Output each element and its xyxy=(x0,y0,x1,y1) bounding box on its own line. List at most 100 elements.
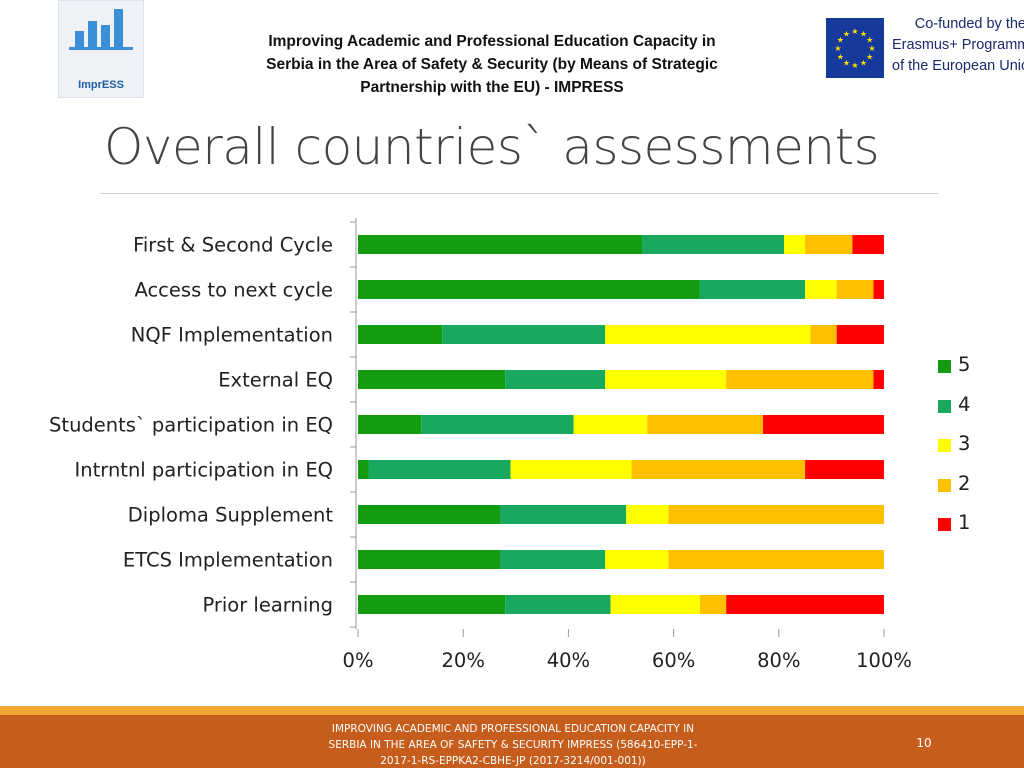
bar-segment xyxy=(805,280,837,299)
bar-segment xyxy=(668,550,884,569)
bar-segment xyxy=(510,460,632,479)
category-label: Intrntnl participation in EQ xyxy=(75,459,333,482)
eu-star-icon: ★ xyxy=(860,29,867,38)
legend-swatch xyxy=(938,360,951,373)
category-label: Prior learning xyxy=(202,594,333,617)
bar-segment xyxy=(784,235,806,254)
eu-star-icon: ★ xyxy=(843,59,850,68)
eu-star-icon: ★ xyxy=(866,53,873,62)
eu-star-icon: ★ xyxy=(834,44,841,53)
legend-swatch xyxy=(938,399,951,413)
eu-star-icon: ★ xyxy=(860,59,867,68)
bar-segment xyxy=(642,235,785,254)
bar-segment xyxy=(358,280,700,299)
eu-flag-icon: ★ ★ ★ ★ ★ ★ ★ ★ ★ ★ ★ ★ xyxy=(826,18,884,78)
bar-segment xyxy=(836,280,874,299)
bar-segment xyxy=(573,415,648,434)
bar-segment xyxy=(699,280,806,299)
legend-label: 1 xyxy=(958,511,971,534)
bar-segment xyxy=(358,370,506,389)
legend-swatch xyxy=(938,478,951,492)
bar-segment xyxy=(505,370,606,389)
bar-segment xyxy=(505,595,611,614)
footer-text: IMPROVING ACADEMIC AND PROFESSIONAL EDUC… xyxy=(322,721,704,769)
bar-segment xyxy=(852,235,884,254)
bar-segment xyxy=(605,550,669,569)
bar-segment xyxy=(631,460,806,479)
bar-segment xyxy=(805,235,853,254)
bar-segment xyxy=(421,415,574,434)
bar-segment xyxy=(699,595,727,614)
bar-segment xyxy=(358,550,501,569)
bar-segment xyxy=(610,595,700,614)
bar-segment xyxy=(810,325,837,344)
footer-stripe xyxy=(0,706,1024,715)
bar-segment xyxy=(605,370,727,389)
legend-label: 3 xyxy=(958,432,971,455)
eu-star-icon: ★ xyxy=(851,27,858,36)
footer-text-line: 2017-1-RS-EPPKA2-CBHE-JP (2017-3214/001-… xyxy=(380,755,646,767)
bar-segment xyxy=(805,460,884,479)
eu-text-line: of the European Union xyxy=(892,58,1024,74)
x-tick-label: 60% xyxy=(652,649,695,672)
bar-segment xyxy=(873,280,884,299)
bar-chart-logo-icon xyxy=(69,9,133,50)
category-label: Students` participation in EQ xyxy=(49,414,333,437)
category-label: First & Second Cycle xyxy=(133,234,333,257)
bar-segment xyxy=(358,595,506,614)
slide-title: Overall countries` assessments xyxy=(104,118,880,176)
title-divider xyxy=(100,193,938,194)
eu-star-icon: ★ xyxy=(851,61,858,70)
eu-star-icon: ★ xyxy=(843,29,850,38)
legend-swatch xyxy=(938,518,951,531)
category-label: Access to next cycle xyxy=(134,279,333,302)
bar-segment xyxy=(358,460,369,479)
x-tick-label: 100% xyxy=(856,649,912,672)
erasmus-logo-text: Co-funded by the Erasmus+ Programme of t… xyxy=(892,14,1024,77)
project-title-line: Serbia in the Area of Safety & Security … xyxy=(266,56,718,73)
bar-segment xyxy=(726,370,874,389)
bar-segment xyxy=(442,325,606,344)
bar-segment xyxy=(358,505,501,524)
category-label: Diploma Supplement xyxy=(128,504,334,527)
bar-segment xyxy=(873,370,884,389)
legend-label: 4 xyxy=(958,392,971,416)
bar-segment xyxy=(500,505,627,524)
category-label: NQF Implementation xyxy=(131,324,333,347)
stacked-bar-chart: 0% 20% 40% 60% 80% 100% First & Second Cycle Ac… xyxy=(49,218,912,672)
page-number: 10 xyxy=(916,736,932,750)
bar-segment xyxy=(605,325,811,344)
x-tick-label: 40% xyxy=(547,649,590,672)
legend-swatch xyxy=(938,439,951,452)
eu-star-icon: ★ xyxy=(837,36,844,45)
x-tick-label: 80% xyxy=(757,649,800,672)
bar-segment xyxy=(836,325,884,344)
bar-segment xyxy=(647,415,764,434)
logo-text: ImprESS xyxy=(78,79,124,91)
x-tick-label: 20% xyxy=(442,649,485,672)
bar-segment xyxy=(358,415,422,434)
eu-text-line: Co-funded by the xyxy=(914,16,1024,32)
bar-segment xyxy=(668,505,884,524)
bar-segment xyxy=(763,415,884,434)
bar-segment xyxy=(500,550,606,569)
project-title-line: Improving Academic and Professional Educ… xyxy=(268,33,716,50)
bar-segment xyxy=(358,325,443,344)
eu-star-icon: ★ xyxy=(837,53,844,62)
footer-text-line: IMPROVING ACADEMIC AND PROFESSIONAL EDUC… xyxy=(331,723,695,735)
project-title-line: Partnership with the EU) - IMPRESS xyxy=(360,79,624,96)
legend-label: 5 xyxy=(958,353,971,376)
eu-star-icon: ★ xyxy=(866,36,873,45)
project-title: Improving Academic and Professional Educ… xyxy=(190,30,794,99)
x-tick-label: 0% xyxy=(343,649,374,672)
legend-label: 2 xyxy=(958,471,971,495)
footer-text-line: SERBIA IN THE AREA OF SAFETY & SECURITY … xyxy=(328,739,698,751)
impress-logo: ImprESS xyxy=(58,0,144,98)
category-label: ETCS Implementation xyxy=(123,549,333,572)
footer: IMPROVING ACADEMIC AND PROFESSIONAL EDUC… xyxy=(0,715,1024,768)
bar-segment xyxy=(358,235,643,254)
bar-segment xyxy=(726,595,884,614)
eu-star-icon: ★ xyxy=(868,44,875,53)
bar-segment xyxy=(368,460,511,479)
bar-segment xyxy=(626,505,669,524)
